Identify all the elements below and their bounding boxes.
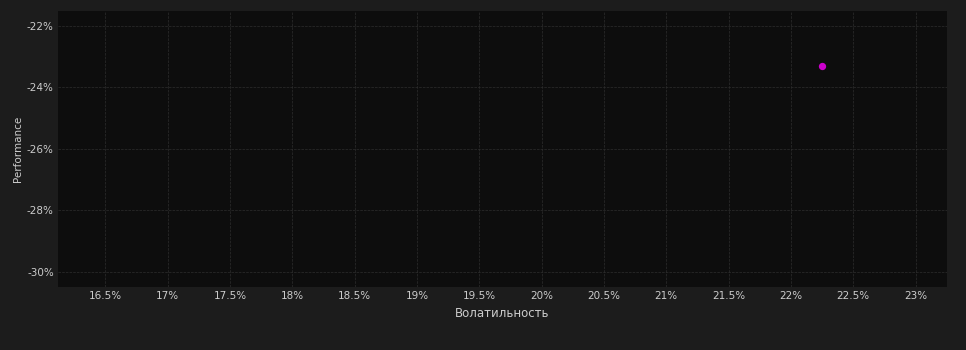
- Y-axis label: Performance: Performance: [13, 116, 23, 182]
- Point: [814, 63, 830, 69]
- X-axis label: Волатильность: Волатильность: [455, 307, 550, 320]
